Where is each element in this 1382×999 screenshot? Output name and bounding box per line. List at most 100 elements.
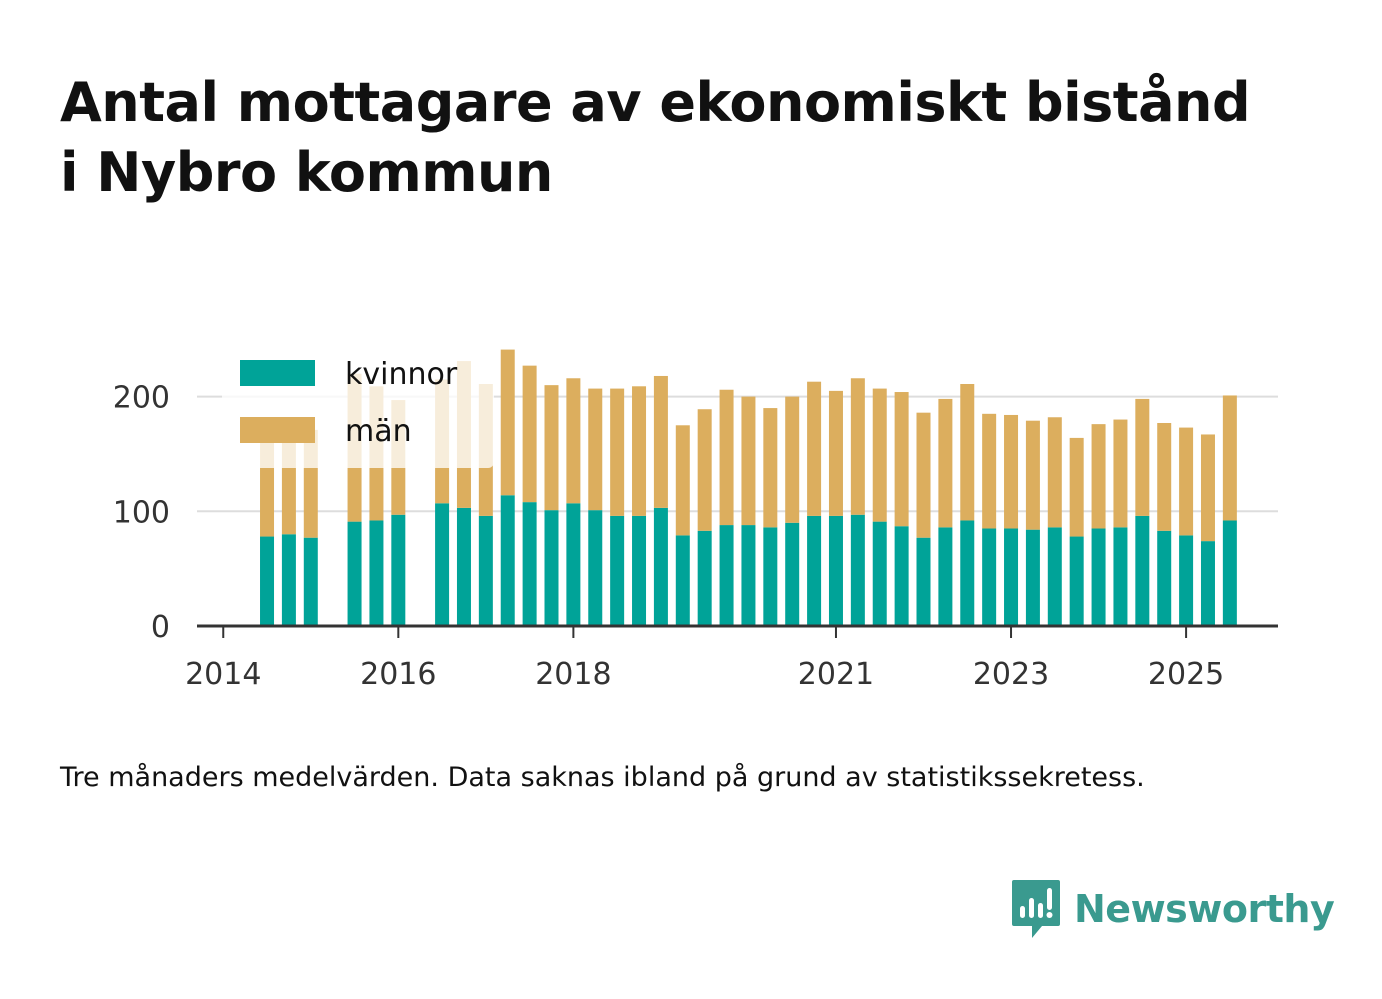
x-tick-label: 2021 <box>798 657 874 692</box>
bar-man <box>719 389 734 526</box>
bar-man <box>1113 419 1128 528</box>
bar-man <box>1069 437 1084 537</box>
bar-man <box>1157 422 1172 531</box>
bar-kvinnor <box>807 515 822 626</box>
bar-kvinnor <box>544 510 559 626</box>
bar-kvinnor <box>1200 541 1215 626</box>
bar-man <box>960 383 975 521</box>
bar-man <box>610 388 625 516</box>
bar-man <box>916 412 931 538</box>
bar-kvinnor <box>675 535 690 626</box>
bar-kvinnor <box>938 527 953 626</box>
bar-kvinnor <box>610 515 625 626</box>
bar-kvinnor <box>894 526 909 626</box>
newsworthy-logo-icon <box>1012 880 1060 938</box>
legend-label: kvinnor <box>345 357 458 392</box>
bar-kvinnor <box>872 521 887 626</box>
y-tick-label: 200 <box>113 381 170 416</box>
bar-kvinnor <box>435 503 450 626</box>
bar-man <box>1179 427 1194 536</box>
bar-kvinnor <box>1091 528 1106 626</box>
bar-man <box>850 378 865 515</box>
bar-kvinnor <box>982 528 997 626</box>
bar-kvinnor <box>1025 529 1040 626</box>
footnote: Tre månaders medelvärden. Data saknas ib… <box>60 762 1145 793</box>
bar-man <box>544 385 559 511</box>
bar-kvinnor <box>1004 528 1019 626</box>
bar-kvinnor <box>763 527 778 626</box>
bar-kvinnor <box>1222 520 1237 626</box>
bar-kvinnor <box>697 530 712 626</box>
bar-kvinnor <box>1047 527 1062 626</box>
bar-kvinnor <box>916 537 931 626</box>
bar-man <box>1222 395 1237 521</box>
bar-kvinnor <box>1157 530 1172 626</box>
bar-kvinnor <box>1179 535 1194 626</box>
bar-man <box>697 409 712 531</box>
x-tick-label: 2014 <box>185 657 261 692</box>
bar-man <box>1091 424 1106 529</box>
bar-man <box>1135 398 1150 516</box>
bar-kvinnor <box>281 534 296 626</box>
x-tick-label: 2025 <box>1148 657 1224 692</box>
legend-swatch <box>240 417 315 443</box>
bar-man <box>982 413 997 529</box>
bar-kvinnor <box>960 520 975 626</box>
bar-man <box>938 398 953 528</box>
bar-kvinnor <box>500 495 515 626</box>
brand-logo[interactable]: Newsworthy <box>1010 878 1335 940</box>
bar-kvinnor <box>456 507 471 626</box>
bar-man <box>675 425 690 536</box>
axes: 0 100 200 2014 2016 2018 2021 2023 2025 <box>113 381 1278 692</box>
bar-kvinnor <box>850 514 865 626</box>
bar-man <box>763 408 778 528</box>
bar-kvinnor <box>719 525 734 626</box>
bar-kvinnor <box>303 537 318 626</box>
bar-kvinnor <box>741 525 756 626</box>
legend: kvinnor män <box>222 348 494 468</box>
bar-man <box>588 388 603 511</box>
bar-kvinnor <box>785 522 800 626</box>
bar-kvinnor <box>1069 536 1084 626</box>
bar-man <box>566 378 581 504</box>
legend-label: män <box>345 414 412 449</box>
bar-man <box>653 375 668 508</box>
x-tick-label: 2016 <box>360 657 436 692</box>
bar-man <box>1025 420 1040 530</box>
bar-man <box>741 396 756 526</box>
chart-title-line-2: i Nybro kommun <box>60 141 553 204</box>
chart-title: Antal mottagare av ekonomiskt bistånd i … <box>60 68 1350 208</box>
bar-kvinnor <box>588 510 603 626</box>
bar-kvinnor <box>566 503 581 626</box>
bar-man <box>785 396 800 523</box>
bar-man <box>894 392 909 527</box>
x-tick-label: 2018 <box>535 657 611 692</box>
bar-kvinnor <box>347 521 362 626</box>
legend-swatch <box>240 360 315 386</box>
bar-man <box>1004 414 1019 529</box>
bar-man <box>1200 434 1215 542</box>
bar-man <box>872 388 887 522</box>
bar-kvinnor <box>369 520 384 626</box>
bar-kvinnor <box>260 536 275 626</box>
bar-man <box>807 381 822 516</box>
bar-man <box>522 365 537 503</box>
bar-man <box>500 349 515 496</box>
brand-name: Newsworthy <box>1074 887 1335 931</box>
bar-kvinnor <box>391 514 406 626</box>
x-tick-label: 2023 <box>973 657 1049 692</box>
bar-man <box>632 386 647 516</box>
bar-kvinnor <box>1113 527 1128 626</box>
bar-man <box>828 390 843 516</box>
bar-kvinnor <box>478 515 493 626</box>
bar-kvinnor <box>653 507 668 626</box>
bar-kvinnor <box>632 515 647 626</box>
y-tick-label: 0 <box>151 610 170 645</box>
bar-kvinnor <box>1135 515 1150 626</box>
y-tick-label: 100 <box>113 495 170 530</box>
bars <box>260 349 1237 626</box>
bar-kvinnor <box>828 515 843 626</box>
bar-man <box>1047 417 1062 528</box>
bar-kvinnor <box>522 502 537 626</box>
